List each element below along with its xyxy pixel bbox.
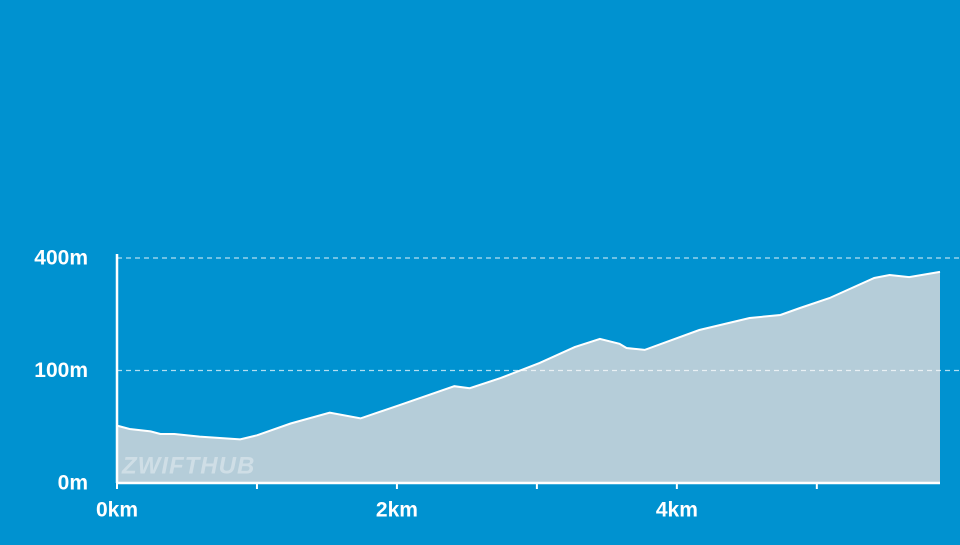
y-tick-label: 400m (34, 247, 88, 270)
x-tick-label: 2km (376, 499, 418, 522)
y-tick-label: 0m (58, 472, 88, 495)
x-tick-label: 4km (656, 499, 698, 522)
elevation-area (117, 271, 940, 483)
y-tick-label: 100m (34, 359, 88, 382)
watermark: ZWIFTHUB (121, 452, 255, 479)
elevation-line (116, 270, 941, 441)
x-tick-label: 0km (96, 499, 138, 522)
